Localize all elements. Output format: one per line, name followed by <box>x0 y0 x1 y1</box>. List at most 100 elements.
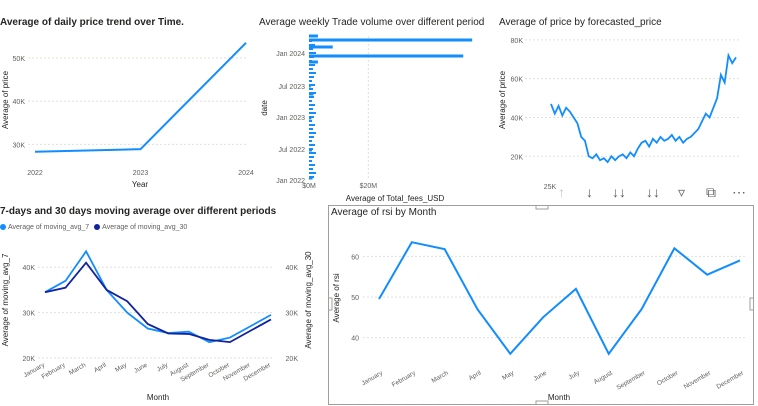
bar <box>309 152 316 154</box>
x-tick-label: July <box>567 369 581 381</box>
bar <box>309 156 314 158</box>
arrow-up-icon[interactable]: ↑ <box>558 184 565 200</box>
legend-dot-30 <box>94 224 101 231</box>
x-tick-label: March <box>68 361 87 376</box>
x-tick-label: February <box>391 369 418 388</box>
x-tick-label: June <box>532 369 548 382</box>
bar <box>309 34 318 38</box>
series-line <box>378 241 741 356</box>
x-axis-label: Average of Total_fees_USD <box>346 194 445 203</box>
bar <box>309 172 316 174</box>
y2-tick-label: 30K <box>286 311 299 318</box>
bar <box>309 104 315 106</box>
forecast-price-chart: Average of price by forecasted_price 20K… <box>495 0 758 205</box>
x-tick-label: June <box>133 361 149 374</box>
chart-title: Average of rsi by Month <box>331 207 437 218</box>
chart-title: 7-days and 30 days moving average over d… <box>0 206 277 217</box>
y-tick-label: Jul 2023 <box>279 84 306 91</box>
chart-title: Average weekly Trade volume over differe… <box>259 17 485 28</box>
expand-hierarchy-icon[interactable]: ↓↓ <box>646 184 660 200</box>
bar <box>309 52 316 54</box>
y2-axis-label: Average of moving_avg_30 <box>304 251 313 349</box>
y-axis-label: Average of price <box>498 70 507 129</box>
bar <box>309 140 312 142</box>
weekly-volume-plot: Jan 2022 Jul 2022 Jan 2023 Jul 2023 Jan 2024… <box>260 34 473 203</box>
series-line <box>44 261 272 344</box>
x-axis-label: Month <box>147 393 169 402</box>
legend-label-30: Average of moving_avg_30 <box>102 224 188 231</box>
y-tick-label: 40K <box>23 265 36 272</box>
x-tick-label: 2023 <box>133 170 149 177</box>
y-tick-label: 20K <box>23 356 36 363</box>
y-tick-label: 50K <box>13 56 26 63</box>
more-options-icon[interactable]: ⋯ <box>732 184 746 200</box>
focus-mode-icon[interactable]: ⧉ <box>706 184 716 200</box>
y-tick-label: 30K <box>23 311 36 318</box>
legend-dot-7 <box>0 224 6 231</box>
y-axis-label: date <box>260 100 269 116</box>
x-tick-label: March <box>430 369 449 384</box>
bar <box>309 48 313 50</box>
y-tick-label: 60 <box>351 254 359 261</box>
x-tick-label: May <box>501 369 516 382</box>
x-tick-label: February <box>41 361 68 380</box>
y2-tick-label: 40K <box>286 265 299 272</box>
y-tick-label: 20K <box>511 154 524 161</box>
y-axis-label: Average of moving_avg_7 <box>1 253 10 346</box>
bar <box>309 176 314 178</box>
x-tick-label: April <box>93 361 108 374</box>
x-tick-label: August <box>593 370 614 386</box>
series-line <box>44 249 272 344</box>
bar <box>309 168 313 170</box>
chart-title: Average of price by forecasted_price <box>499 17 662 28</box>
y-tick-label: 50 <box>351 295 359 302</box>
double-arrow-down-icon[interactable]: ↓↓ <box>612 184 626 200</box>
x-tick-label: April <box>468 369 483 382</box>
bar <box>309 54 464 58</box>
x-tick-label: 2022 <box>27 170 43 177</box>
bar <box>309 80 312 82</box>
x-tick-label: December <box>716 369 746 390</box>
chart-legend: Average of moving_avg_7 Average of movin… <box>0 224 187 231</box>
bar <box>309 72 316 74</box>
y-tick-label: 60K <box>511 77 524 84</box>
y-tick-label: Jan 2022 <box>276 178 305 185</box>
bar <box>309 44 315 46</box>
bar <box>309 108 313 110</box>
bar <box>309 68 313 70</box>
y-tick-label: 40 <box>351 336 359 343</box>
resize-handle <box>535 400 549 404</box>
x-tick-label: October <box>656 369 680 387</box>
x-tick-label: 2024 <box>238 170 254 177</box>
bar <box>309 56 314 58</box>
y2-tick-label: 20K <box>286 356 299 363</box>
y-tick-label: Jul 2022 <box>279 147 306 154</box>
series-line <box>550 52 737 164</box>
rsi-chart[interactable]: Average of rsi by Month 40 50 60 January Feb… <box>328 205 754 405</box>
bar <box>309 92 316 94</box>
bar <box>309 100 312 102</box>
resize-handle <box>535 206 549 210</box>
bar <box>309 160 312 162</box>
legend-label-7: Average of moving_avg_7 <box>8 224 90 231</box>
y-axis-label: Average of rsi <box>332 273 341 322</box>
bar <box>309 84 315 86</box>
moving-average-chart: 7-days and 30 days moving average over d… <box>0 200 328 406</box>
bar <box>309 38 473 42</box>
x-axis-label: Month <box>548 393 570 402</box>
bar <box>309 76 314 78</box>
rsi-plot: 40 50 60 January February March April May June Ju… <box>329 206 753 404</box>
bar <box>309 45 333 49</box>
x-axis-label: Year <box>132 180 149 189</box>
filter-icon[interactable]: ▿ <box>678 184 686 200</box>
visual-toolbar: ↑ ↓ ↓↓ ↓↓ ▿ ⧉ ⋯ <box>552 180 752 204</box>
bar <box>309 60 312 62</box>
arrow-down-icon[interactable]: ↓ <box>586 184 593 200</box>
resize-handle <box>329 297 333 311</box>
bar <box>309 96 314 98</box>
y-axis-label: Average of price <box>1 70 10 129</box>
bar <box>309 164 315 166</box>
y-tick-label: Jan 2024 <box>276 51 305 58</box>
bar <box>309 88 313 90</box>
